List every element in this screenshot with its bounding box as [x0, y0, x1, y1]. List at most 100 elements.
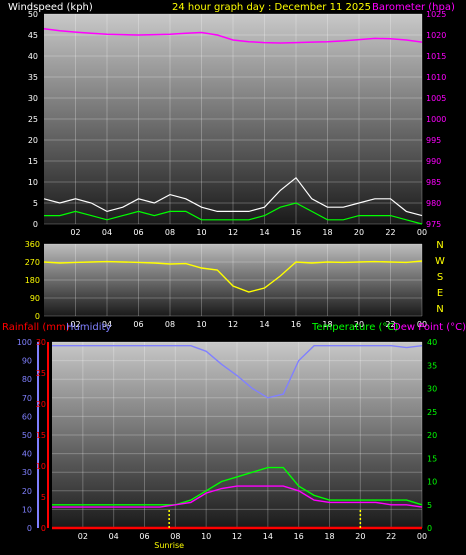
humidity-y-tick-label: 40 [22, 450, 32, 459]
direction-x-tick-label: 16 [291, 320, 301, 329]
wind-panel-ticks: 0510152025303540455097598098599099510001… [28, 10, 447, 237]
wind-x-tick-label: 08 [165, 228, 175, 237]
direction-panel-background [44, 244, 422, 316]
series-barometer [43, 27, 423, 44]
rain-y-tick-label: 25 [36, 369, 46, 378]
temp-x-tick-label: 16 [294, 532, 304, 541]
barometer-y-tick-label: 985 [426, 178, 441, 187]
direction-x-tick-label: 08 [165, 320, 175, 329]
series-gust [43, 176, 423, 217]
temp-panel-ticks: 0102030405060708090100051015202530051015… [17, 338, 437, 541]
barometer-y-tick-label: 1000 [426, 115, 446, 124]
rain-y-tick-label: 20 [36, 400, 46, 409]
humidity-y-tick-label: 0 [27, 524, 32, 533]
temp-y-tick-label: 30 [427, 385, 437, 394]
temp-panel-background [52, 342, 422, 528]
direction-x-tick-label: 04 [102, 320, 112, 329]
humidity-y-tick-label: 20 [22, 487, 32, 496]
direction-x-tick-label: 10 [196, 320, 206, 329]
rain-y-tick-label: 10 [36, 462, 46, 471]
direction-panel-ticks: 0 90 180 270 360 02 04 06 08 10 12 14 16 18 20 22 00 [25, 240, 427, 329]
temp-x-tick-label: 10 [201, 532, 211, 541]
wind-x-tick-label: 12 [228, 228, 238, 237]
wind-panel-series [43, 27, 423, 225]
direction-x-tick-label: 06 [133, 320, 143, 329]
wind-x-tick-label: 16 [291, 228, 301, 237]
barometer-y-tick-label: 1010 [426, 73, 446, 82]
wind-y-tick-label: 30 [28, 94, 38, 103]
temp-y-tick-label: 40 [427, 338, 437, 347]
direction-x-tick-label: 12 [228, 320, 238, 329]
series-dew-point [52, 485, 423, 508]
temp-x-tick-label: 04 [109, 532, 119, 541]
direction-y-tick-label: 270 [25, 258, 40, 267]
direction-panel-series [43, 260, 423, 293]
humidity-label: Humidity [66, 322, 111, 333]
wind-x-tick-label: 18 [322, 228, 332, 237]
rain-y-tick-label: 0 [41, 524, 46, 533]
temp-y-tick-label: 20 [427, 431, 437, 440]
rain-y-tick-label: 15 [36, 431, 46, 440]
series-temperature [52, 466, 423, 506]
direction-y-tick-label: 0 [35, 312, 40, 321]
wind-panel-background [44, 14, 422, 224]
temp-x-tick-label: 08 [170, 532, 180, 541]
right-axis-title: Barometer (hpa) [372, 2, 455, 13]
temp-x-tick-label: 20 [355, 532, 365, 541]
left-axis-title: Windspeed (kph) [8, 2, 93, 13]
wind-y-tick-label: 25 [28, 115, 38, 124]
temp-x-tick-label: 12 [232, 532, 242, 541]
rainfall-label: Rainfall (mm) [2, 322, 70, 333]
temp-x-tick-label: 14 [263, 532, 273, 541]
rain-y-tick-label: 5 [41, 493, 46, 502]
temp-y-tick-label: 35 [427, 361, 437, 370]
wind-y-tick-label: 45 [28, 31, 38, 40]
barometer-y-tick-label: 1005 [426, 94, 446, 103]
compass-label: S [437, 272, 443, 283]
series-average [44, 202, 423, 225]
wind-y-tick-label: 0 [33, 220, 38, 229]
sunrise-label: Sunrise [154, 541, 184, 550]
sun-annotations: Sunrise [154, 510, 362, 550]
humidity-y-tick-label: 80 [22, 375, 32, 384]
wind-y-tick-label: 15 [28, 157, 38, 166]
compass-label: W [435, 256, 445, 267]
wind-x-tick-label: 22 [385, 228, 395, 237]
direction-y-tick-label: 90 [30, 294, 40, 303]
direction-x-tick-label: 22 [385, 320, 395, 329]
temp-y-tick-label: 10 [427, 478, 437, 487]
temp-x-tick-label: 06 [139, 532, 149, 541]
series-humidity [52, 345, 423, 399]
humidity-y-tick-label: 100 [17, 338, 32, 347]
humidity-y-tick-label: 60 [22, 412, 32, 421]
barometer-y-tick-label: 980 [426, 199, 441, 208]
humidity-y-tick-label: 70 [22, 394, 32, 403]
direction-x-tick-label: 02 [70, 320, 80, 329]
direction-y-tick-label: 180 [25, 276, 40, 285]
rain-y-tick-label: 30 [36, 338, 46, 347]
barometer-y-tick-label: 975 [426, 220, 441, 229]
dewpoint-label: Dew Point (°C) [393, 322, 466, 333]
wind-y-tick-label: 40 [28, 52, 38, 61]
direction-y-tick-label: 360 [25, 240, 40, 249]
temp-y-tick-label: 5 [427, 501, 432, 510]
wind-x-tick-label: 04 [102, 228, 112, 237]
barometer-y-tick-label: 990 [426, 157, 441, 166]
wind-y-tick-label: 10 [28, 178, 38, 187]
barometer-y-tick-label: 995 [426, 136, 441, 145]
temp-panel-grid [52, 341, 423, 529]
temperature-label: Temperature (°C) [311, 322, 398, 333]
direction-x-tick-label: 18 [322, 320, 332, 329]
compass-label: N [436, 240, 443, 251]
temp-x-tick-label: 22 [386, 532, 396, 541]
humidity-y-tick-label: 30 [22, 468, 32, 477]
wind-x-tick-label: 14 [259, 228, 269, 237]
temp-x-tick-label: 18 [324, 532, 334, 541]
wind-y-tick-label: 5 [33, 199, 38, 208]
series-direction [43, 260, 423, 293]
humidity-y-tick-label: 50 [22, 431, 32, 440]
wind-x-tick-label: 20 [354, 228, 364, 237]
wind-y-tick-label: 20 [28, 136, 38, 145]
direction-x-tick-label: 00 [417, 320, 427, 329]
